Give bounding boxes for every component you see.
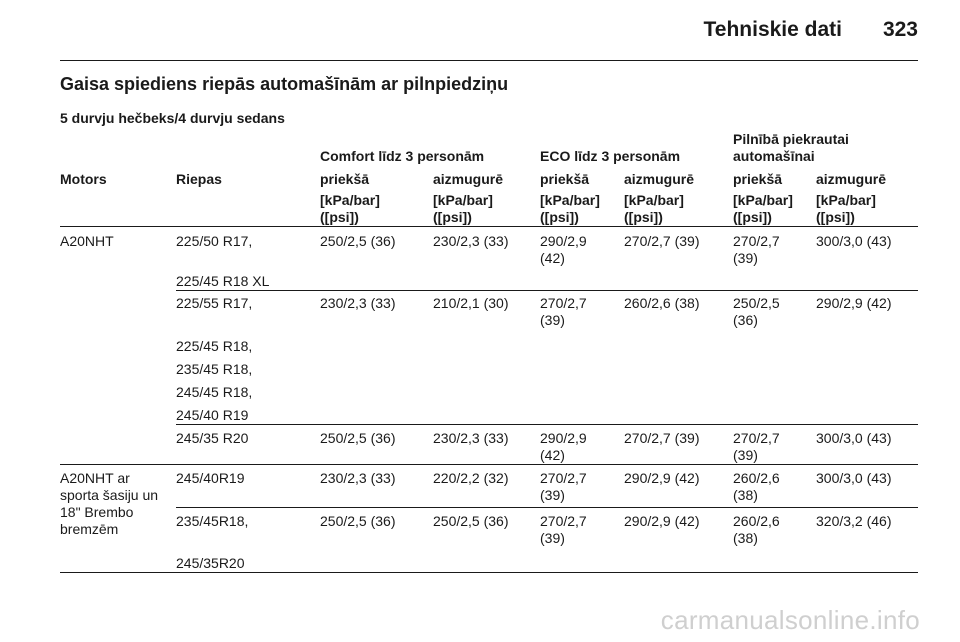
column-header: aizmugurē bbox=[433, 171, 504, 187]
tyre-size: 245/35 R20 bbox=[176, 430, 249, 446]
pressure-value: 260/2,6 (38) bbox=[733, 513, 780, 546]
tyre-size: 225/55 R17, bbox=[176, 295, 253, 311]
tyre-size: 245/40R19 bbox=[176, 470, 245, 486]
watermark: carmanualsonline.info bbox=[660, 605, 920, 635]
pressure-value: 250/2,5 (36) bbox=[320, 233, 396, 249]
pressure-value: 270/2,7 (39) bbox=[540, 295, 587, 328]
unit-header: [kPa/bar] ([psi]) bbox=[733, 192, 793, 225]
pressure-value: 270/2,7 (39) bbox=[733, 233, 780, 266]
pressure-value: 270/2,7 (39) bbox=[624, 233, 700, 249]
table-rule bbox=[60, 572, 918, 573]
tyre-size: 235/45R18, bbox=[176, 513, 249, 529]
tyre-size: 245/45 R18, bbox=[176, 384, 253, 400]
section-title: Gaisa spiediens riepās automašīnām ar pi… bbox=[60, 74, 509, 94]
pressure-value: 250/2,5 (36) bbox=[320, 430, 396, 446]
unit-header: [kPa/bar] ([psi]) bbox=[433, 192, 493, 225]
pressure-value: 300/3,0 (43) bbox=[816, 233, 892, 249]
table-rule bbox=[176, 507, 918, 508]
tyre-size: 225/50 R17, bbox=[176, 233, 253, 249]
tyre-size: 225/45 R18, bbox=[176, 338, 253, 354]
pressure-value: 230/2,3 (33) bbox=[433, 430, 509, 446]
motor-label: A20NHT bbox=[60, 233, 114, 249]
page-header: Tehniskie dati 323 bbox=[0, 18, 960, 48]
pressure-value: 290/2,9 (42) bbox=[624, 513, 700, 529]
page-number: 323 bbox=[882, 18, 918, 41]
pressure-value: 250/2,5 (36) bbox=[433, 513, 509, 529]
pressure-value: 230/2,3 (33) bbox=[320, 470, 396, 486]
column-header: aizmugurē bbox=[624, 171, 695, 187]
tyre-size: 245/40 R19 bbox=[176, 407, 249, 423]
pressure-value: 260/2,6 (38) bbox=[733, 470, 780, 503]
unit-header: [kPa/bar] ([psi]) bbox=[624, 192, 684, 225]
column-header: priekšā bbox=[320, 171, 370, 187]
pressure-value: 300/3,0 (43) bbox=[816, 470, 892, 486]
pressure-value: 270/2,7 (39) bbox=[733, 430, 780, 463]
pressure-value: 250/2,5 (36) bbox=[733, 295, 780, 328]
unit-header: [kPa/bar] ([psi]) bbox=[540, 192, 600, 225]
pressure-value: 290/2,9 (42) bbox=[540, 233, 587, 266]
subtitle: 5 durvju hečbeks/4 durvju sedans bbox=[60, 110, 285, 126]
column-header: Riepas bbox=[176, 171, 222, 187]
pressure-value: 250/2,5 (36) bbox=[320, 513, 396, 529]
table-rule bbox=[176, 424, 918, 425]
pressure-value: 300/3,0 (43) bbox=[816, 430, 892, 446]
pressure-value: 270/2,7 (39) bbox=[540, 513, 587, 546]
header-rule bbox=[60, 60, 918, 61]
group-header: Pilnībā piekrautai automašīnai bbox=[733, 131, 849, 164]
column-header: priekšā bbox=[540, 171, 590, 187]
pressure-value: 220/2,2 (32) bbox=[433, 470, 509, 486]
column-header: priekšā bbox=[733, 171, 783, 187]
table-rule bbox=[176, 290, 918, 291]
group-header: Comfort līdz 3 personām bbox=[320, 148, 485, 164]
pressure-value: 320/3,2 (46) bbox=[816, 513, 892, 529]
tyre-size: 245/35R20 bbox=[176, 555, 245, 571]
motor-label: A20NHT ar sporta šasiju un 18" Brembo bremz… bbox=[60, 470, 159, 537]
column-header: aizmugurē bbox=[816, 171, 887, 187]
pressure-value: 210/2,1 (30) bbox=[433, 295, 509, 311]
tyre-size: 235/45 R18, bbox=[176, 361, 253, 377]
table-rule bbox=[60, 464, 918, 465]
table-rule bbox=[60, 226, 918, 227]
unit-header: [kPa/bar] ([psi]) bbox=[816, 192, 876, 225]
pressure-value: 270/2,7 (39) bbox=[624, 430, 700, 446]
tyre-size: 225/45 R18 XL bbox=[176, 273, 270, 289]
pressure-value: 290/2,9 (42) bbox=[624, 470, 700, 486]
column-header: Motors bbox=[60, 171, 107, 187]
pressure-value: 270/2,7 (39) bbox=[540, 470, 587, 503]
page-header-title: Tehniskie dati bbox=[703, 18, 842, 41]
pressure-value: 230/2,3 (33) bbox=[433, 233, 509, 249]
pressure-value: 290/2,9 (42) bbox=[540, 430, 587, 463]
pressure-value: 230/2,3 (33) bbox=[320, 295, 396, 311]
pressure-value: 260/2,6 (38) bbox=[624, 295, 700, 311]
unit-header: [kPa/bar] ([psi]) bbox=[320, 192, 380, 225]
group-header: ECO līdz 3 personām bbox=[540, 148, 681, 164]
pressure-value: 290/2,9 (42) bbox=[816, 295, 892, 311]
